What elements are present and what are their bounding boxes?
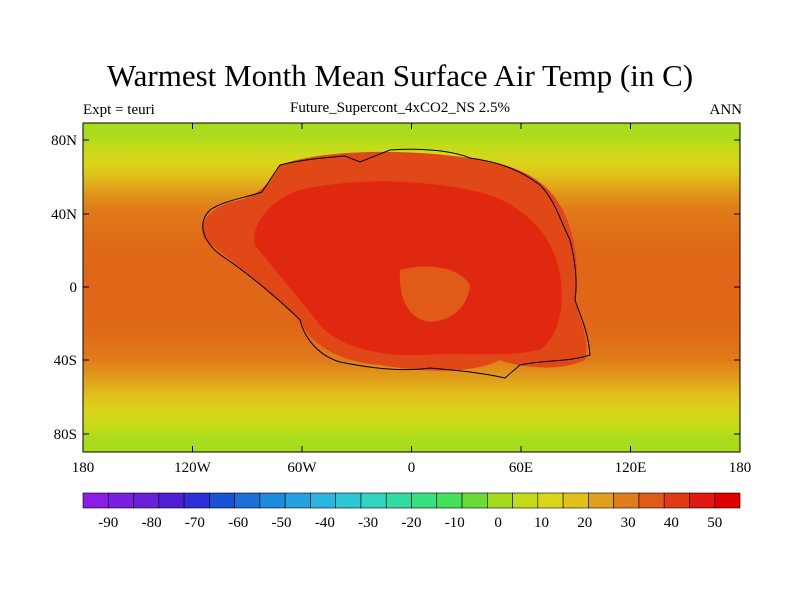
colorbar-swatch <box>689 492 716 509</box>
colorbar-swatch <box>385 492 412 509</box>
season-label: ANN <box>709 102 743 118</box>
colorbar-swatch <box>562 492 589 509</box>
lat-tick-label: 80N <box>51 133 77 149</box>
latitude-axis: 80N 40N 0 40S 80S <box>51 133 740 443</box>
colorbar-label: 40 <box>664 515 679 531</box>
map-title: Warmest Month Mean Surface Air Temp (in … <box>106 58 694 93</box>
colorbar-swatch <box>183 492 210 509</box>
colorbar-label: -30 <box>358 515 378 531</box>
colorbar-swatch <box>436 492 463 509</box>
lon-tick-label: 120E <box>615 460 647 476</box>
lon-tick-label: 0 <box>408 460 416 476</box>
colorbar-label: -80 <box>142 515 162 531</box>
colorbar-swatch <box>487 492 513 509</box>
colorbar-swatch <box>638 492 665 509</box>
lon-tick-label: 180 <box>72 460 95 476</box>
colorbar-label: -20 <box>402 515 422 531</box>
lat-tick-label: 40S <box>54 353 77 369</box>
colorbar-label: -60 <box>228 515 248 531</box>
lat-tick-label: 40N <box>51 207 77 223</box>
experiment-subtitle: Future_Supercont_4xCO2_NS 2.5% <box>290 100 510 116</box>
lat-tick-label: 80S <box>54 427 77 443</box>
lon-tick-label: 180 <box>729 460 752 476</box>
colorbar-swatch <box>310 492 336 509</box>
colorbar-swatch <box>234 492 261 509</box>
inland-sea <box>399 266 470 322</box>
colorbar-swatch <box>588 492 614 509</box>
colorbar-swatch <box>360 492 387 509</box>
colorbar-swatch <box>461 492 488 509</box>
colorbar-swatch <box>284 492 311 509</box>
colorbar-swatch <box>107 492 134 509</box>
lon-tick-label: 60W <box>287 460 317 476</box>
continent-outline <box>202 148 591 379</box>
colorbar-label: -40 <box>315 515 335 531</box>
colorbar-label: -50 <box>272 515 292 531</box>
longitude-axis: 180 120W 60W 0 60E 120E 180 <box>72 123 752 476</box>
colorbar-swatch <box>209 492 235 509</box>
lat-tick-label: 0 <box>70 280 78 296</box>
experiment-label: Expt = teuri <box>83 102 155 118</box>
lon-tick-label: 60E <box>509 460 533 476</box>
colorbar-swatch <box>82 492 109 509</box>
colorbar: -90 -80 -70 -60 -50 -40 -30 -20 -10 0 10 20 30 40 50 <box>82 492 741 531</box>
colorbar-swatch <box>714 492 741 509</box>
colorbar-swatch <box>613 492 640 509</box>
colorbar-swatch <box>537 492 564 509</box>
colorbar-label: 30 <box>621 515 636 531</box>
temperature-field <box>83 123 740 452</box>
colorbar-swatch <box>512 492 539 509</box>
colorbar-label: -10 <box>445 515 465 531</box>
colorbar-label: 10 <box>534 515 549 531</box>
colorbar-swatch <box>133 492 160 509</box>
colorbar-label: 50 <box>707 515 722 531</box>
colorbar-swatch <box>259 492 286 509</box>
colorbar-label: 20 <box>577 515 592 531</box>
colorbar-swatch <box>158 492 185 509</box>
colorbar-swatch <box>335 492 362 509</box>
colorbar-swatch <box>411 492 438 509</box>
lon-tick-label: 120W <box>174 460 212 476</box>
colorbar-label: -90 <box>98 515 118 531</box>
colorbar-swatch <box>663 492 690 509</box>
colorbar-label: 0 <box>494 515 502 531</box>
colorbar-label: -70 <box>185 515 205 531</box>
